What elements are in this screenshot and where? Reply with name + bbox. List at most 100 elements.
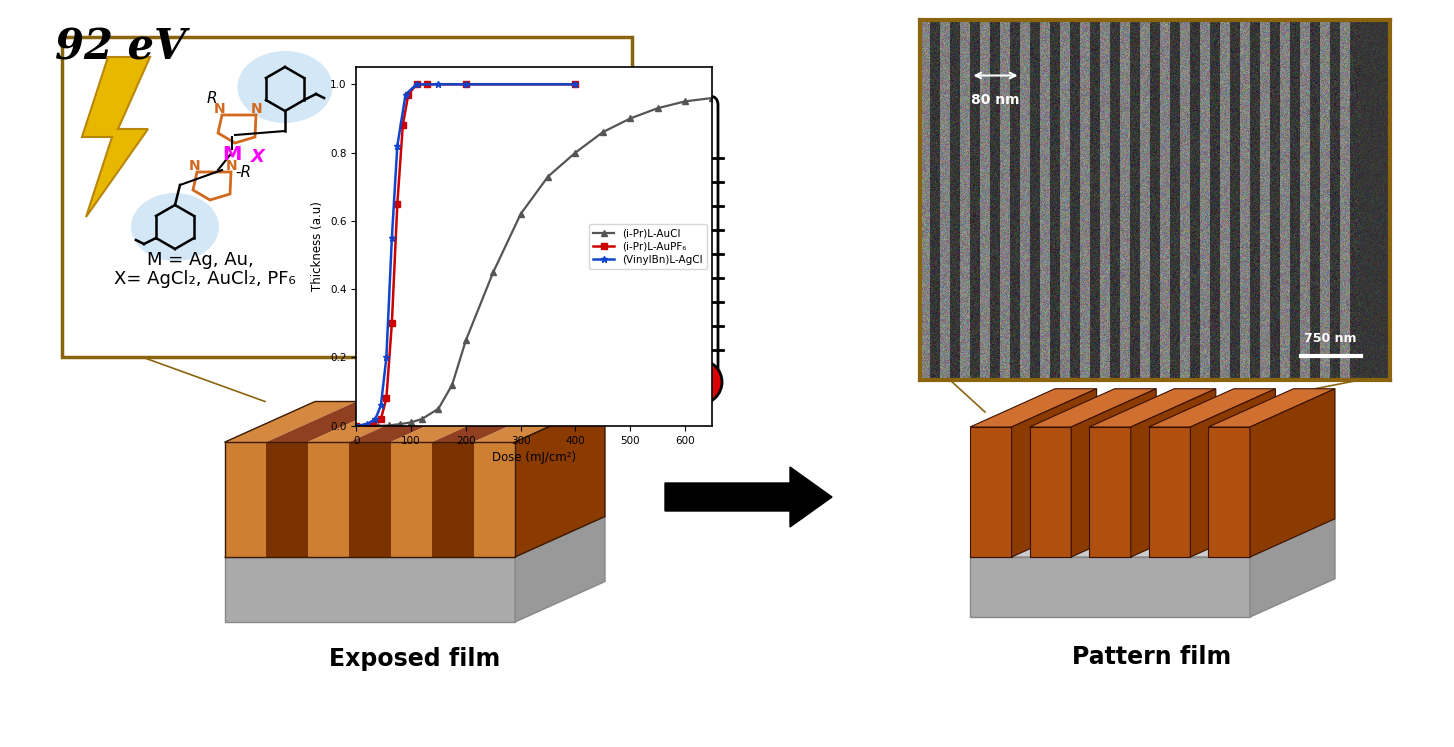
Polygon shape: [349, 401, 481, 442]
Text: M = Ag, Au,: M = Ag, Au,: [147, 251, 253, 269]
Polygon shape: [391, 401, 522, 442]
Polygon shape: [349, 442, 391, 557]
(i-Pr)L-AuCl: [391, 420, 409, 429]
(VinylBn)L-AgCl: [348, 421, 365, 430]
(i-Pr)L-AuCl: [430, 404, 448, 413]
(i-Pr)L-AuPF₆: [457, 80, 474, 89]
(i-Pr)L-AuCl: [369, 421, 387, 430]
Polygon shape: [81, 57, 150, 217]
Polygon shape: [1191, 388, 1275, 557]
Polygon shape: [308, 442, 349, 557]
Polygon shape: [970, 557, 1250, 617]
(i-Pr)L-AuCl: [567, 148, 585, 157]
Polygon shape: [266, 401, 398, 442]
Polygon shape: [308, 401, 439, 442]
Polygon shape: [1029, 388, 1156, 427]
Polygon shape: [1089, 388, 1216, 427]
Line: (VinylBn)L-AgCl: (VinylBn)L-AgCl: [353, 81, 579, 430]
(i-Pr)L-AuCl: [359, 421, 377, 430]
Polygon shape: [515, 401, 605, 557]
Polygon shape: [970, 518, 1335, 557]
Polygon shape: [1250, 388, 1335, 557]
FancyArrow shape: [664, 467, 832, 527]
(i-Pr)L-AuPF₆: [378, 394, 395, 403]
(VinylBn)L-AgCl: [407, 80, 425, 89]
Polygon shape: [1131, 388, 1216, 557]
Text: Pattern film: Pattern film: [1073, 645, 1232, 669]
Polygon shape: [391, 442, 432, 557]
Polygon shape: [1149, 427, 1191, 557]
X-axis label: Dose (mJ/cm²): Dose (mJ/cm²): [493, 451, 576, 464]
FancyBboxPatch shape: [63, 37, 632, 357]
Y-axis label: Thickness (a.u): Thickness (a.u): [311, 202, 324, 291]
Line: (i-Pr)L-AuPF₆: (i-Pr)L-AuPF₆: [353, 81, 579, 429]
Text: Exposed film: Exposed film: [330, 647, 500, 671]
Polygon shape: [515, 516, 605, 622]
(i-Pr)L-AuPF₆: [364, 420, 381, 429]
(VinylBn)L-AgCl: [457, 80, 474, 89]
Ellipse shape: [237, 51, 333, 123]
Polygon shape: [225, 557, 515, 622]
Text: -R: -R: [236, 165, 252, 180]
Polygon shape: [266, 442, 308, 557]
(VinylBn)L-AgCl: [388, 141, 406, 150]
Polygon shape: [1149, 388, 1275, 427]
Polygon shape: [474, 442, 515, 557]
(i-Pr)L-AuCl: [676, 97, 694, 106]
(i-Pr)L-AuPF₆: [419, 80, 436, 89]
(VinylBn)L-AgCl: [378, 353, 395, 362]
(VinylBn)L-AgCl: [384, 234, 401, 243]
Polygon shape: [1208, 427, 1250, 557]
(i-Pr)L-AuPF₆: [394, 121, 411, 130]
(i-Pr)L-AuCl: [381, 421, 398, 430]
Polygon shape: [1089, 427, 1131, 557]
Polygon shape: [1208, 388, 1335, 427]
(VinylBn)L-AgCl: [430, 80, 448, 89]
Line: (i-Pr)L-AuCl: (i-Pr)L-AuCl: [353, 95, 715, 429]
Text: M: M: [222, 146, 241, 164]
Polygon shape: [970, 388, 1096, 427]
Circle shape: [678, 360, 723, 404]
Text: X= AgCl₂, AuCl₂, PF₆: X= AgCl₂, AuCl₂, PF₆: [113, 270, 295, 288]
(i-Pr)L-AuPF₆: [400, 90, 417, 99]
(i-Pr)L-AuPF₆: [384, 319, 401, 328]
Polygon shape: [1012, 388, 1096, 557]
Polygon shape: [474, 401, 605, 442]
(i-Pr)L-AuPF₆: [388, 199, 406, 208]
(VinylBn)L-AgCl: [366, 415, 384, 424]
Polygon shape: [1250, 518, 1335, 617]
(i-Pr)L-AuCl: [648, 104, 666, 113]
(VinylBn)L-AgCl: [372, 401, 390, 410]
Ellipse shape: [131, 193, 220, 261]
(i-Pr)L-AuPF₆: [407, 80, 425, 89]
(i-Pr)L-AuPF₆: [372, 415, 390, 424]
(i-Pr)L-AuCl: [512, 210, 529, 219]
Text: 750 nm: 750 nm: [1304, 332, 1357, 346]
(i-Pr)L-AuCl: [457, 336, 474, 345]
FancyBboxPatch shape: [682, 96, 718, 379]
Text: 80 nm: 80 nm: [971, 93, 1019, 107]
Polygon shape: [970, 427, 1012, 557]
FancyBboxPatch shape: [691, 129, 710, 370]
Text: N: N: [189, 159, 201, 173]
Text: N: N: [214, 102, 225, 116]
(i-Pr)L-AuPF₆: [348, 421, 365, 430]
(VinylBn)L-AgCl: [567, 80, 585, 89]
(i-Pr)L-AuCl: [403, 418, 420, 427]
Legend: (i-Pr)L-AuCl, (i-Pr)L-AuPF₆, (VinylBn)L-AgCl: (i-Pr)L-AuCl, (i-Pr)L-AuPF₆, (VinylBn)L-…: [589, 224, 707, 269]
(i-Pr)L-AuCl: [595, 128, 612, 137]
Polygon shape: [225, 442, 266, 557]
Text: 92 eV: 92 eV: [55, 26, 186, 68]
Polygon shape: [225, 516, 605, 557]
(i-Pr)L-AuCl: [348, 421, 365, 430]
(i-Pr)L-AuCl: [621, 114, 638, 123]
Text: X: X: [252, 148, 265, 166]
(i-Pr)L-AuCl: [443, 380, 461, 389]
(i-Pr)L-AuPF₆: [567, 80, 585, 89]
(VinylBn)L-AgCl: [359, 420, 377, 429]
Polygon shape: [225, 401, 356, 442]
(i-Pr)L-AuCl: [539, 172, 557, 181]
Text: N: N: [227, 159, 238, 173]
(i-Pr)L-AuCl: [413, 415, 430, 424]
(VinylBn)L-AgCl: [397, 90, 414, 99]
